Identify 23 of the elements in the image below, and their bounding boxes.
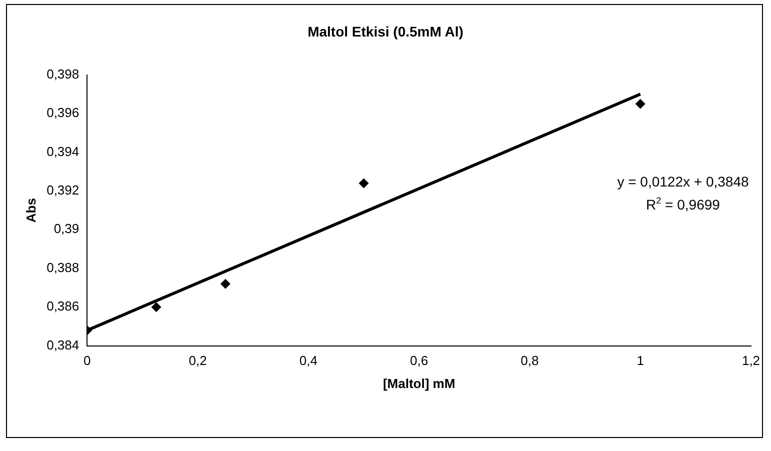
x-tick-label: 0,8: [520, 353, 539, 368]
point: [220, 278, 230, 289]
y-axis-title: Abs: [23, 198, 38, 223]
x-tick-label: 0,4: [299, 353, 318, 368]
annotation: y = 0,0122x + 0,3848: [617, 174, 749, 190]
y-tick-label: 0,39: [54, 221, 80, 236]
y-tick-label: 0,388: [46, 260, 80, 275]
point: [635, 98, 646, 109]
point: [358, 178, 369, 188]
x-tick-label: 0,6: [410, 353, 428, 368]
y-tick-label: 0,386: [46, 298, 80, 314]
point: [151, 302, 162, 312]
x-tick-label: 1,2: [742, 353, 760, 368]
x-tick-label: 1: [636, 353, 644, 368]
x-axis-title: [Maltol] mM: [382, 376, 456, 391]
chart-title: Maltol Etkisi (0.5mM Al): [308, 23, 464, 40]
x-tick-label: 0,2: [188, 353, 207, 368]
y-tick-label: 0,392: [46, 182, 80, 198]
y-tick-label: 0,396: [46, 105, 80, 120]
y-tick-label: 0,394: [46, 144, 80, 159]
y-tick-label: 0,384: [46, 337, 80, 352]
x-tick-label: 0: [84, 353, 91, 368]
y-tick-label: 0,398: [46, 66, 80, 82]
